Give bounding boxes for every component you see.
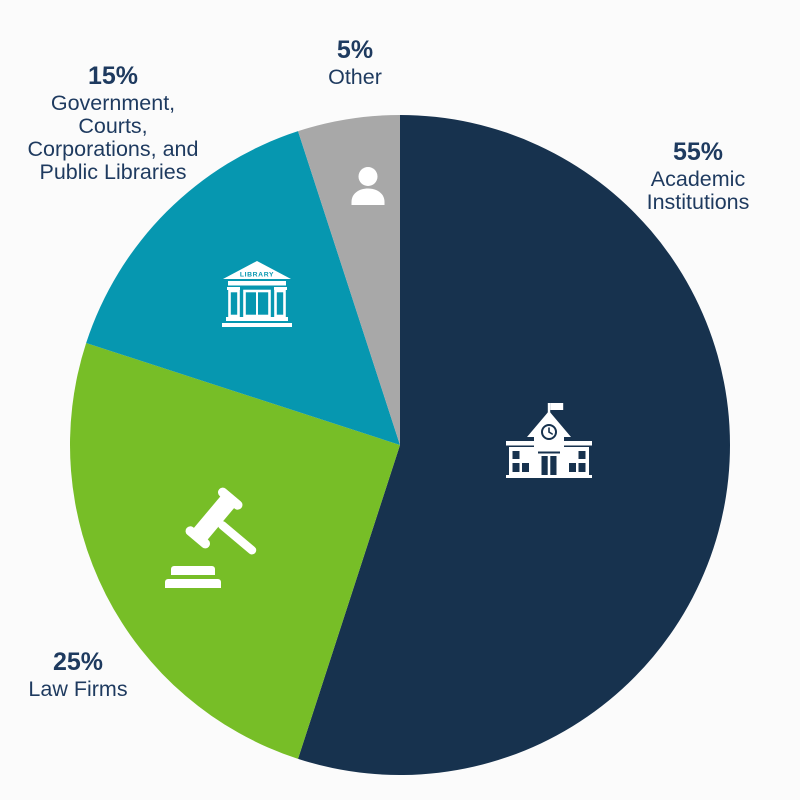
label-text-government-courts: Government, Courts, Corporations, and Pu…	[27, 91, 199, 184]
label-text-law-firms: Law Firms	[28, 677, 128, 701]
pie-slice-government	[86, 131, 400, 445]
pct-law-firms: 25%	[52, 648, 104, 676]
pct-other: 5%	[336, 36, 374, 64]
gavel-icon	[165, 487, 257, 588]
label-government-courts: 15% Government, Courts, Corporations, an…	[8, 62, 218, 184]
person-icon	[351, 167, 385, 205]
svg-text:LIBRARY: LIBRARY	[240, 272, 274, 279]
slice-icons: LIBRARY	[165, 167, 592, 588]
pct-government-courts: 15%	[87, 62, 139, 90]
pie-slice-law-firms	[70, 343, 400, 759]
label-academic-institutions: 55% Academic Institutions	[588, 138, 800, 214]
label-text-other: Other	[328, 65, 382, 89]
pct-academic-institutions: 55%	[672, 138, 724, 166]
school-building-icon	[506, 403, 592, 478]
library-icon: LIBRARY	[222, 261, 292, 327]
label-other: 5% Other	[300, 36, 410, 89]
label-text-academic-institutions: Academic Institutions	[646, 167, 750, 214]
label-law-firms: 25% Law Firms	[0, 648, 156, 701]
